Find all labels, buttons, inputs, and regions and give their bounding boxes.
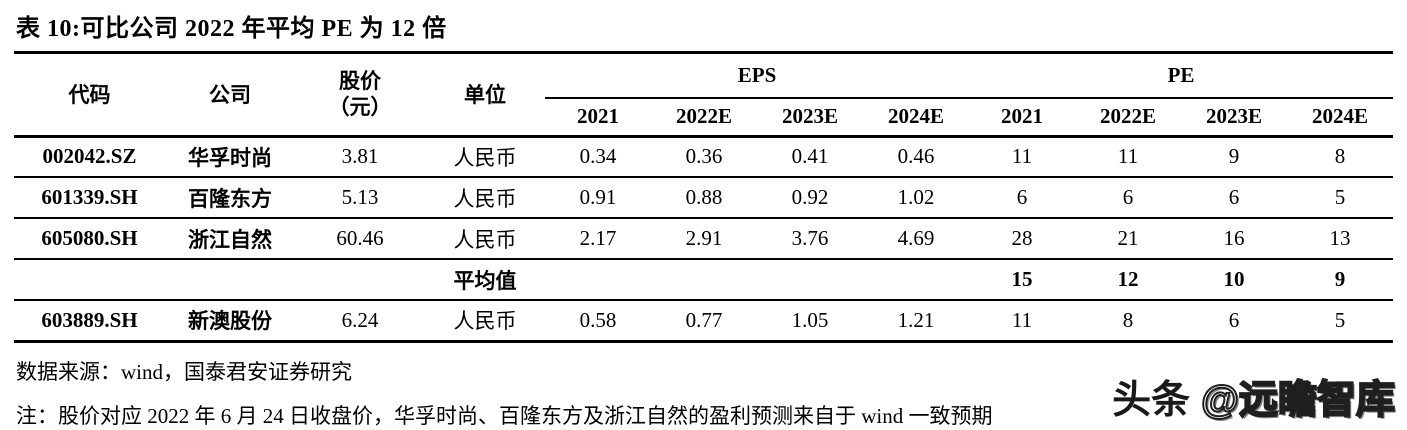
cell-pe-2021: 28 bbox=[969, 218, 1076, 260]
cell-eps-2024e bbox=[863, 259, 970, 301]
col-header-price: 股价 （元） bbox=[295, 54, 425, 138]
cell-company: 新澳股份 bbox=[165, 300, 295, 343]
cell-code: 002042.SZ bbox=[14, 136, 165, 178]
cell-pe-2023e: 9 bbox=[1181, 136, 1288, 178]
eps-year-2023e: 2023E bbox=[757, 98, 863, 138]
cell-code bbox=[14, 259, 165, 301]
cell-pe-2023e: 10 bbox=[1181, 259, 1288, 301]
eps-year-2021: 2021 bbox=[545, 98, 651, 138]
eps-year-2024e: 2024E bbox=[863, 98, 970, 138]
col-header-price-line1: 股价 bbox=[339, 69, 381, 93]
table-row: 601339.SH 百隆东方 5.13 人民币 0.91 0.88 0.92 1… bbox=[14, 177, 1394, 219]
cell-pe-2021: 11 bbox=[969, 136, 1076, 178]
cell-company: 华孚时尚 bbox=[165, 136, 295, 178]
cell-eps-2024e: 1.02 bbox=[863, 177, 970, 219]
header-year-row: 2021 2022E 2023E 2024E 2021 2022E 2023E … bbox=[14, 98, 1394, 138]
cell-code: 601339.SH bbox=[14, 177, 165, 219]
comparable-companies-table: 代码 公司 股价 （元） 单位 EPS PE 2021 2022E 2023E … bbox=[14, 54, 1394, 343]
group-header-pe: PE bbox=[969, 54, 1394, 99]
cell-eps-2023e: 0.41 bbox=[757, 136, 863, 178]
cell-code: 603889.SH bbox=[14, 300, 165, 343]
cell-company: 百隆东方 bbox=[165, 177, 295, 219]
cell-eps-2021: 0.91 bbox=[545, 177, 651, 219]
cell-eps-2022e: 0.88 bbox=[651, 177, 757, 219]
cell-company bbox=[165, 259, 295, 301]
pe-year-2021: 2021 bbox=[969, 98, 1076, 138]
cell-eps-2021: 0.58 bbox=[545, 300, 651, 343]
pe-year-2022e: 2022E bbox=[1075, 98, 1182, 138]
cell-pe-2022e: 21 bbox=[1075, 218, 1182, 260]
cell-eps-2021 bbox=[545, 259, 651, 301]
cell-eps-2022e: 0.36 bbox=[651, 136, 757, 178]
cell-pe-2022e: 11 bbox=[1075, 136, 1182, 178]
table-row: 002042.SZ 华孚时尚 3.81 人民币 0.34 0.36 0.41 0… bbox=[14, 136, 1394, 178]
pe-year-2024e: 2024E bbox=[1287, 98, 1394, 138]
cell-eps-2024e: 0.46 bbox=[863, 136, 970, 178]
cell-eps-2023e: 1.05 bbox=[757, 300, 863, 343]
cell-price: 3.81 bbox=[295, 136, 425, 178]
cell-price: 6.24 bbox=[295, 300, 425, 343]
cell-unit: 人民币 bbox=[425, 300, 545, 343]
watermark-handle: @远瞻智库 bbox=[1200, 378, 1396, 423]
cell-eps-2023e: 3.76 bbox=[757, 218, 863, 260]
table-row: 603889.SH 新澳股份 6.24 人民币 0.58 0.77 1.05 1… bbox=[14, 300, 1394, 343]
cell-pe-2021: 15 bbox=[969, 259, 1076, 301]
cell-price: 60.46 bbox=[295, 218, 425, 260]
cell-eps-2022e bbox=[651, 259, 757, 301]
col-header-code: 代码 bbox=[14, 54, 165, 138]
cell-unit: 人民币 bbox=[425, 177, 545, 219]
header-group-row: 代码 公司 股价 （元） 单位 EPS PE bbox=[14, 54, 1394, 138]
cell-eps-2022e: 2.91 bbox=[651, 218, 757, 260]
cell-average-label: 平均值 bbox=[425, 259, 545, 301]
cell-eps-2021: 2.17 bbox=[545, 218, 651, 260]
cell-pe-2021: 11 bbox=[969, 300, 1076, 343]
col-header-price-line2: （元） bbox=[328, 95, 392, 120]
cell-price bbox=[295, 259, 425, 301]
cell-pe-2023e: 16 bbox=[1181, 218, 1288, 260]
col-header-unit: 单位 bbox=[425, 54, 545, 138]
cell-company: 浙江自然 bbox=[165, 218, 295, 260]
cell-pe-2024e: 8 bbox=[1287, 136, 1394, 178]
cell-pe-2022e: 8 bbox=[1075, 300, 1182, 343]
table-row: 605080.SH 浙江自然 60.46 人民币 2.17 2.91 3.76 … bbox=[14, 218, 1394, 260]
cell-eps-2022e: 0.77 bbox=[651, 300, 757, 343]
cell-eps-2024e: 4.69 bbox=[863, 218, 970, 260]
cell-eps-2023e bbox=[757, 259, 863, 301]
pe-year-2023e: 2023E bbox=[1181, 98, 1288, 138]
cell-price: 5.13 bbox=[295, 177, 425, 219]
cell-pe-2023e: 6 bbox=[1181, 177, 1288, 219]
cell-pe-2024e: 5 bbox=[1287, 177, 1394, 219]
table-row-average: 平均值 15 12 10 9 bbox=[14, 259, 1394, 301]
col-header-company: 公司 bbox=[165, 54, 295, 138]
cell-unit: 人民币 bbox=[425, 218, 545, 260]
watermark-brand: 头条 bbox=[1112, 379, 1191, 422]
cell-pe-2024e: 13 bbox=[1287, 218, 1394, 260]
table-body: 002042.SZ 华孚时尚 3.81 人民币 0.34 0.36 0.41 0… bbox=[14, 136, 1394, 343]
cell-code: 605080.SH bbox=[14, 218, 165, 260]
cell-pe-2022e: 12 bbox=[1075, 259, 1182, 301]
cell-unit: 人民币 bbox=[425, 136, 545, 178]
cell-eps-2021: 0.34 bbox=[545, 136, 651, 178]
cell-pe-2021: 6 bbox=[969, 177, 1076, 219]
cell-pe-2023e: 6 bbox=[1181, 300, 1288, 343]
cell-eps-2024e: 1.21 bbox=[863, 300, 970, 343]
cell-eps-2023e: 0.92 bbox=[757, 177, 863, 219]
watermark: 头条 @远瞻智库 bbox=[1112, 369, 1396, 425]
cell-pe-2024e: 9 bbox=[1287, 259, 1394, 301]
note-text: 注：股价对应 2022 年 6 月 24 日收盘价，华孚时尚、百隆东方及浙江自然… bbox=[16, 403, 993, 428]
data-source-text: 数据来源：wind，国泰君安证券研究 bbox=[16, 359, 352, 384]
group-header-eps: EPS bbox=[545, 54, 970, 99]
cell-pe-2024e: 5 bbox=[1287, 300, 1394, 343]
table-title: 表 10:可比公司 2022 年平均 PE 为 12 倍 bbox=[14, 6, 1393, 54]
table-header: 代码 公司 股价 （元） 单位 EPS PE 2021 2022E 2023E … bbox=[14, 54, 1394, 138]
eps-year-2022e: 2022E bbox=[651, 98, 757, 138]
cell-pe-2022e: 6 bbox=[1075, 177, 1182, 219]
